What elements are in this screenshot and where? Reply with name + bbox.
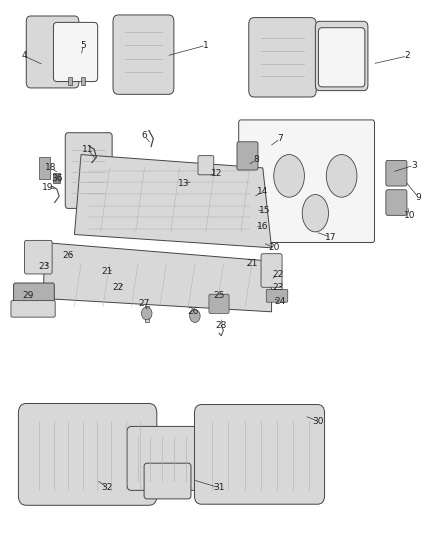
Text: 30: 30 — [312, 417, 323, 425]
Text: 21: 21 — [246, 260, 258, 268]
Ellipse shape — [274, 155, 304, 197]
Text: 20: 20 — [268, 244, 279, 252]
Text: 21: 21 — [102, 268, 113, 276]
Text: 10: 10 — [404, 212, 415, 220]
Bar — [81, 77, 85, 85]
Text: 28: 28 — [215, 321, 227, 329]
FancyBboxPatch shape — [386, 190, 407, 215]
FancyBboxPatch shape — [65, 133, 112, 208]
Bar — [68, 77, 72, 85]
Ellipse shape — [190, 310, 200, 322]
Text: 24: 24 — [275, 297, 286, 305]
Text: 23: 23 — [272, 284, 284, 292]
Text: 22: 22 — [113, 284, 124, 292]
Text: 13: 13 — [178, 180, 190, 188]
FancyBboxPatch shape — [25, 240, 52, 274]
Ellipse shape — [302, 195, 328, 232]
Text: 4: 4 — [21, 52, 27, 60]
FancyBboxPatch shape — [11, 301, 55, 317]
Text: 26: 26 — [187, 308, 198, 316]
Text: 12: 12 — [211, 169, 223, 177]
FancyBboxPatch shape — [249, 18, 316, 97]
Text: 26: 26 — [62, 252, 74, 260]
FancyBboxPatch shape — [53, 22, 98, 82]
Bar — [39, 157, 50, 179]
Text: 31: 31 — [213, 483, 225, 492]
FancyBboxPatch shape — [144, 463, 191, 499]
Text: 23: 23 — [38, 262, 49, 271]
FancyBboxPatch shape — [14, 283, 54, 309]
Text: 15: 15 — [259, 206, 271, 215]
Text: 17: 17 — [325, 233, 336, 241]
FancyBboxPatch shape — [315, 21, 368, 91]
Text: 19: 19 — [42, 183, 54, 192]
Text: 27: 27 — [139, 300, 150, 308]
Text: 36: 36 — [51, 174, 63, 183]
FancyBboxPatch shape — [239, 120, 374, 243]
FancyBboxPatch shape — [266, 289, 288, 302]
Text: 29: 29 — [23, 292, 34, 300]
Text: 9: 9 — [415, 193, 421, 201]
FancyBboxPatch shape — [237, 142, 258, 170]
FancyBboxPatch shape — [113, 15, 174, 94]
Text: 14: 14 — [257, 188, 268, 196]
Text: 6: 6 — [141, 132, 148, 140]
FancyBboxPatch shape — [194, 405, 325, 504]
FancyBboxPatch shape — [261, 254, 282, 287]
Text: 8: 8 — [253, 156, 259, 164]
Text: 16: 16 — [257, 222, 268, 231]
Bar — [53, 173, 60, 183]
Text: 11: 11 — [82, 145, 93, 154]
Text: 25: 25 — [213, 292, 225, 300]
FancyBboxPatch shape — [318, 28, 365, 87]
FancyBboxPatch shape — [198, 156, 214, 175]
FancyBboxPatch shape — [386, 160, 407, 186]
Text: 18: 18 — [45, 164, 56, 172]
FancyBboxPatch shape — [26, 16, 79, 88]
Text: 5: 5 — [80, 41, 86, 50]
FancyBboxPatch shape — [209, 294, 229, 313]
Text: 7: 7 — [277, 134, 283, 143]
Ellipse shape — [326, 155, 357, 197]
Bar — [145, 306, 149, 322]
Polygon shape — [74, 155, 272, 248]
Polygon shape — [44, 243, 272, 312]
Text: 1: 1 — [203, 41, 209, 50]
FancyBboxPatch shape — [127, 426, 197, 490]
Ellipse shape — [141, 307, 152, 320]
Text: 22: 22 — [272, 270, 284, 279]
Text: 3: 3 — [411, 161, 417, 169]
Text: 32: 32 — [102, 483, 113, 492]
Text: 2: 2 — [405, 52, 410, 60]
FancyBboxPatch shape — [18, 403, 157, 505]
